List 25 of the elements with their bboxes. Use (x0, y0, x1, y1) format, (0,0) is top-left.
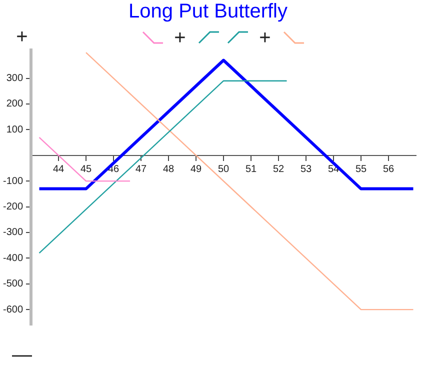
x-tick-label: 44 (52, 164, 65, 176)
y-tick-label: 300 (6, 73, 24, 84)
x-tick-label: 50 (218, 164, 230, 176)
y-tick-label: -500 (3, 278, 24, 290)
text: + (259, 27, 271, 49)
text: + (16, 26, 28, 48)
y-tick-label: -600 (3, 304, 24, 316)
chart-title: Long Put Butterfly (128, 0, 288, 23)
x-tick-label: 56 (382, 164, 394, 176)
x-tick-label: 49 (190, 164, 202, 176)
y-tick-label: -300 (3, 227, 24, 238)
x-tick-label: 55 (355, 164, 367, 176)
y-tick-label: -200 (3, 202, 24, 213)
x-tick-label: 45 (80, 164, 92, 176)
x-tick-label: 53 (300, 164, 312, 176)
text: + (174, 27, 186, 49)
y-tick-label: 100 (6, 124, 24, 136)
x-tick-label: 48 (162, 164, 175, 176)
x-tick-label: 47 (135, 164, 148, 176)
x-tick-label: 51 (245, 164, 258, 176)
y-tick-label: 200 (6, 98, 24, 110)
y-tick-label: -100 (3, 176, 24, 187)
x-tick-label: 52 (272, 164, 285, 176)
y-tick-label: -400 (3, 252, 24, 264)
text: — (12, 344, 32, 365)
